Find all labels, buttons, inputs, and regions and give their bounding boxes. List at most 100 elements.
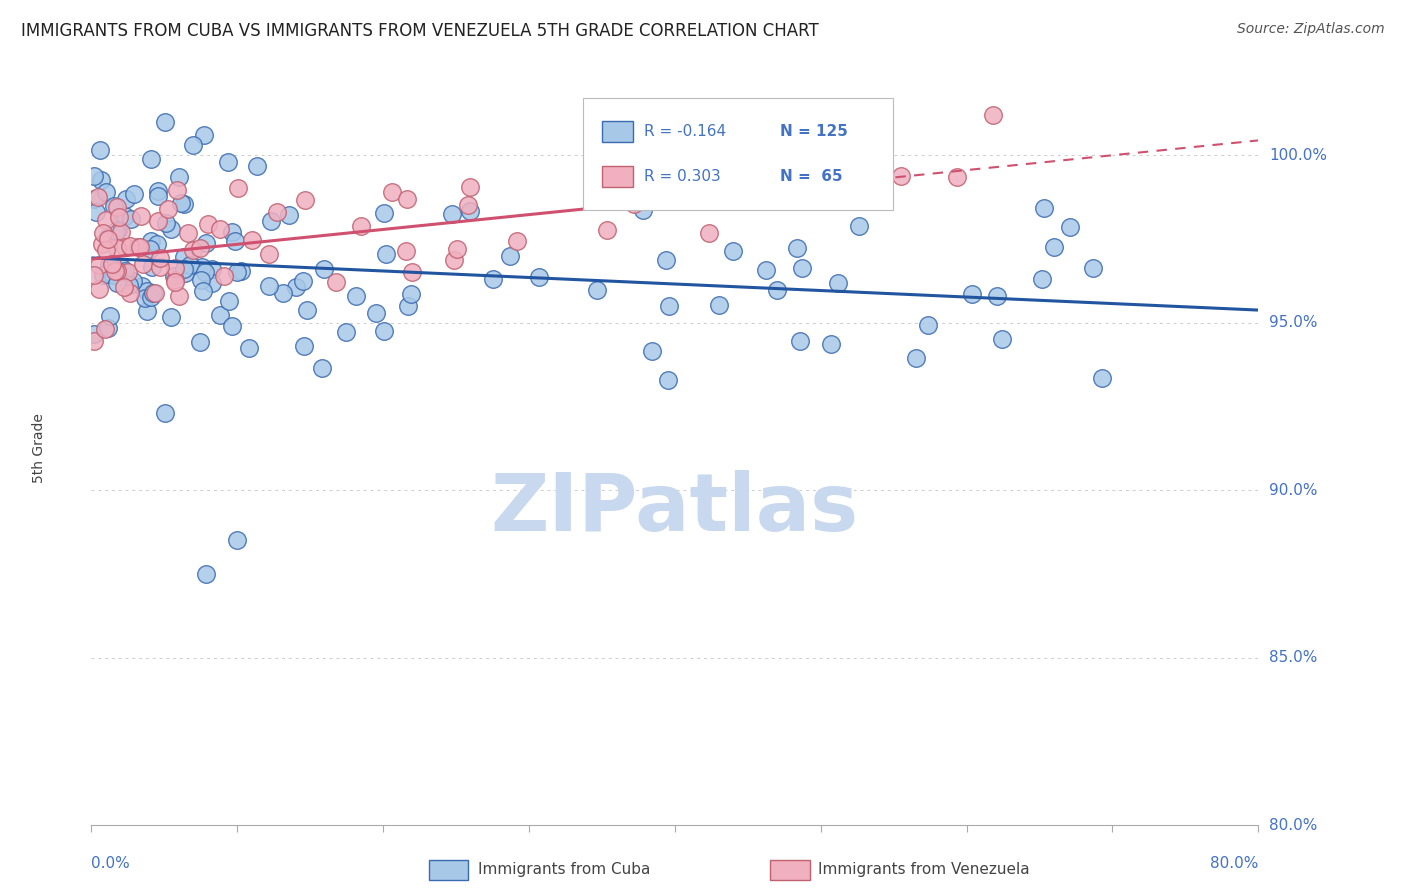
Point bbox=[277, 209, 299, 223]
Point bbox=[917, 318, 939, 332]
Point bbox=[373, 324, 395, 338]
Point bbox=[127, 240, 149, 254]
Point bbox=[114, 240, 136, 254]
Point bbox=[335, 325, 357, 339]
Point bbox=[83, 169, 105, 183]
Point bbox=[191, 284, 214, 298]
Point bbox=[135, 304, 157, 318]
Point bbox=[889, 169, 911, 183]
Point bbox=[134, 291, 156, 305]
Point bbox=[294, 194, 316, 208]
Point bbox=[325, 275, 347, 289]
Point bbox=[631, 203, 654, 218]
Point bbox=[789, 334, 811, 348]
Point bbox=[96, 243, 118, 257]
Point bbox=[87, 190, 110, 204]
Point bbox=[173, 197, 195, 211]
Text: R = -0.164: R = -0.164 bbox=[644, 124, 725, 139]
Point bbox=[181, 138, 204, 153]
Point bbox=[986, 288, 1008, 302]
Text: Immigrants from Cuba: Immigrants from Cuba bbox=[478, 863, 651, 877]
Point bbox=[697, 227, 720, 241]
Text: ZIPatlas: ZIPatlas bbox=[491, 469, 859, 548]
Point bbox=[350, 219, 373, 233]
Point bbox=[820, 337, 842, 351]
Point bbox=[101, 257, 124, 271]
Text: 95.0%: 95.0% bbox=[1270, 315, 1317, 330]
Point bbox=[201, 276, 224, 290]
Point bbox=[640, 343, 662, 358]
Point bbox=[208, 308, 231, 322]
Point bbox=[212, 268, 235, 283]
Point bbox=[657, 299, 679, 313]
Point bbox=[266, 204, 288, 219]
Point bbox=[108, 210, 131, 224]
Point bbox=[112, 279, 135, 293]
Point bbox=[142, 285, 165, 300]
Point bbox=[395, 244, 418, 259]
Point bbox=[105, 277, 128, 291]
Point bbox=[153, 114, 176, 128]
Point bbox=[103, 198, 125, 212]
Point bbox=[163, 275, 186, 289]
Point bbox=[399, 286, 422, 301]
Point bbox=[257, 279, 280, 293]
Point bbox=[121, 212, 143, 227]
Point bbox=[194, 265, 217, 279]
Point bbox=[848, 219, 870, 234]
Point bbox=[163, 269, 186, 284]
Point bbox=[170, 195, 193, 210]
Point bbox=[395, 192, 418, 206]
Point bbox=[118, 278, 141, 293]
Point bbox=[457, 198, 479, 212]
Point bbox=[139, 234, 162, 248]
Text: 85.0%: 85.0% bbox=[1270, 650, 1317, 665]
Point bbox=[114, 210, 136, 224]
Point bbox=[596, 223, 619, 237]
Point bbox=[396, 299, 419, 313]
Point bbox=[163, 261, 186, 276]
Point bbox=[707, 298, 730, 312]
Point bbox=[221, 225, 243, 239]
Text: 80.0%: 80.0% bbox=[1211, 855, 1258, 871]
Point bbox=[755, 263, 778, 277]
Text: 5th Grade: 5th Grade bbox=[32, 413, 46, 483]
Point bbox=[766, 283, 789, 297]
Point bbox=[105, 200, 128, 214]
Point bbox=[120, 239, 142, 253]
Point bbox=[373, 206, 395, 220]
Point bbox=[177, 226, 200, 240]
Point bbox=[143, 285, 166, 300]
Point bbox=[190, 273, 212, 287]
Point bbox=[246, 159, 269, 173]
Point bbox=[292, 339, 315, 353]
Point bbox=[273, 286, 295, 301]
Point bbox=[990, 332, 1012, 346]
Point bbox=[149, 260, 172, 274]
Point bbox=[201, 261, 224, 276]
Point bbox=[141, 260, 163, 274]
Point bbox=[94, 322, 117, 336]
Point bbox=[240, 233, 263, 247]
Point bbox=[506, 234, 529, 248]
Point bbox=[166, 183, 188, 197]
Point bbox=[297, 303, 319, 318]
Point bbox=[218, 294, 240, 309]
Point bbox=[209, 222, 232, 236]
Point bbox=[83, 334, 105, 348]
Point bbox=[159, 310, 181, 325]
Point bbox=[1091, 370, 1114, 384]
Point bbox=[441, 207, 464, 221]
Point bbox=[87, 282, 110, 296]
Point bbox=[96, 213, 118, 227]
Point bbox=[91, 268, 114, 283]
Point bbox=[312, 261, 335, 276]
Point bbox=[129, 240, 152, 254]
Point bbox=[173, 250, 195, 264]
Point bbox=[83, 326, 105, 341]
Point bbox=[188, 335, 211, 350]
Text: Immigrants from Venezuela: Immigrants from Venezuela bbox=[818, 863, 1031, 877]
Point bbox=[585, 283, 607, 297]
Point bbox=[197, 217, 219, 231]
Text: IMMIGRANTS FROM CUBA VS IMMIGRANTS FROM VENEZUELA 5TH GRADE CORRELATION CHART: IMMIGRANTS FROM CUBA VS IMMIGRANTS FROM … bbox=[21, 22, 818, 40]
